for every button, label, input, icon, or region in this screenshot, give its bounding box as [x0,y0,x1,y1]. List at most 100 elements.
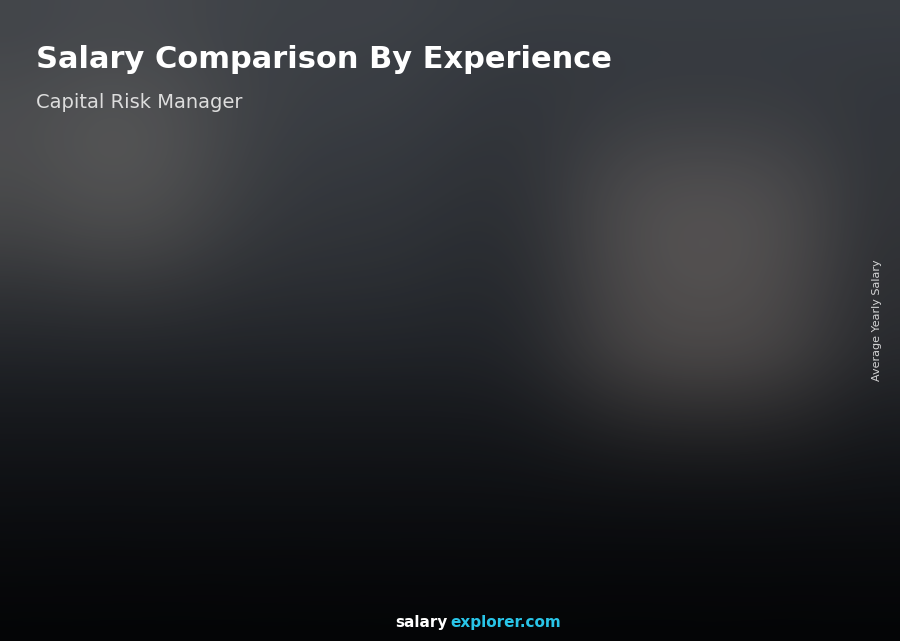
Polygon shape [481,264,483,577]
Polygon shape [251,396,254,577]
Polygon shape [662,247,665,577]
Polygon shape [503,264,506,577]
Bar [734,38,778,75]
Polygon shape [760,217,762,577]
Bar [734,69,846,75]
Polygon shape [525,264,527,577]
Polygon shape [508,264,511,577]
Polygon shape [340,320,343,577]
Polygon shape [254,396,257,577]
Text: +9%: +9% [665,134,711,152]
Polygon shape [58,446,65,577]
Polygon shape [616,247,619,577]
Text: explorer.com: explorer.com [450,615,561,630]
Polygon shape [58,446,61,577]
Polygon shape [356,320,359,577]
Polygon shape [768,217,770,577]
Polygon shape [654,247,657,577]
Polygon shape [324,320,327,577]
Polygon shape [784,217,787,577]
Bar [734,64,846,69]
Polygon shape [511,264,514,577]
Polygon shape [257,396,260,577]
Polygon shape [456,264,459,577]
Polygon shape [533,264,536,577]
Polygon shape [599,247,602,577]
Polygon shape [475,264,478,577]
Polygon shape [400,320,403,577]
Bar [734,54,846,59]
Polygon shape [619,247,622,577]
Polygon shape [724,217,726,577]
Polygon shape [498,264,500,577]
Polygon shape [141,421,158,577]
Polygon shape [221,396,224,577]
Polygon shape [795,217,798,577]
Polygon shape [111,446,113,577]
Polygon shape [464,264,467,577]
Polygon shape [633,247,635,577]
Polygon shape [97,446,100,577]
Polygon shape [219,396,221,577]
Polygon shape [608,247,610,577]
Polygon shape [351,320,354,577]
Polygon shape [124,446,127,577]
Polygon shape [630,247,633,577]
Polygon shape [235,396,238,577]
Polygon shape [197,396,200,577]
Polygon shape [390,320,392,577]
Polygon shape [757,217,760,577]
Polygon shape [483,264,486,577]
Bar [734,101,846,106]
Polygon shape [514,264,517,577]
Polygon shape [382,320,384,577]
Polygon shape [324,320,329,577]
Polygon shape [646,247,649,577]
Polygon shape [136,446,139,577]
Polygon shape [194,396,197,577]
Polygon shape [456,264,462,577]
Polygon shape [589,222,688,247]
Text: 108,000 USD: 108,000 USD [50,431,137,444]
Polygon shape [403,320,406,577]
Text: +42%: +42% [262,237,320,255]
Polygon shape [67,446,69,577]
Polygon shape [467,264,470,577]
Polygon shape [76,446,78,577]
Polygon shape [597,247,599,577]
Polygon shape [536,264,538,577]
Polygon shape [100,446,103,577]
Polygon shape [519,264,522,577]
Polygon shape [591,247,594,577]
Polygon shape [103,446,105,577]
Polygon shape [392,320,395,577]
Polygon shape [406,295,423,577]
Polygon shape [122,446,124,577]
Polygon shape [216,396,219,577]
Polygon shape [622,247,625,577]
Polygon shape [644,247,646,577]
Polygon shape [778,217,781,577]
Polygon shape [741,217,743,577]
Polygon shape [230,396,232,577]
Text: Salary Comparison By Experience: Salary Comparison By Experience [36,45,612,74]
Polygon shape [89,446,92,577]
Polygon shape [227,396,230,577]
Polygon shape [530,264,533,577]
Polygon shape [781,217,784,577]
Polygon shape [370,320,373,577]
Polygon shape [470,264,472,577]
Polygon shape [398,320,400,577]
Polygon shape [324,295,423,320]
Text: 297,000 USD: 297,000 USD [712,201,799,215]
Polygon shape [787,217,789,577]
Polygon shape [327,320,329,577]
Text: 258,000 USD: 258,000 USD [447,249,535,262]
Polygon shape [260,396,263,577]
Text: 272,000 USD: 272,000 USD [580,232,667,245]
Polygon shape [58,421,158,446]
Polygon shape [105,446,108,577]
Polygon shape [78,446,81,577]
Polygon shape [139,446,141,577]
Polygon shape [614,247,617,577]
